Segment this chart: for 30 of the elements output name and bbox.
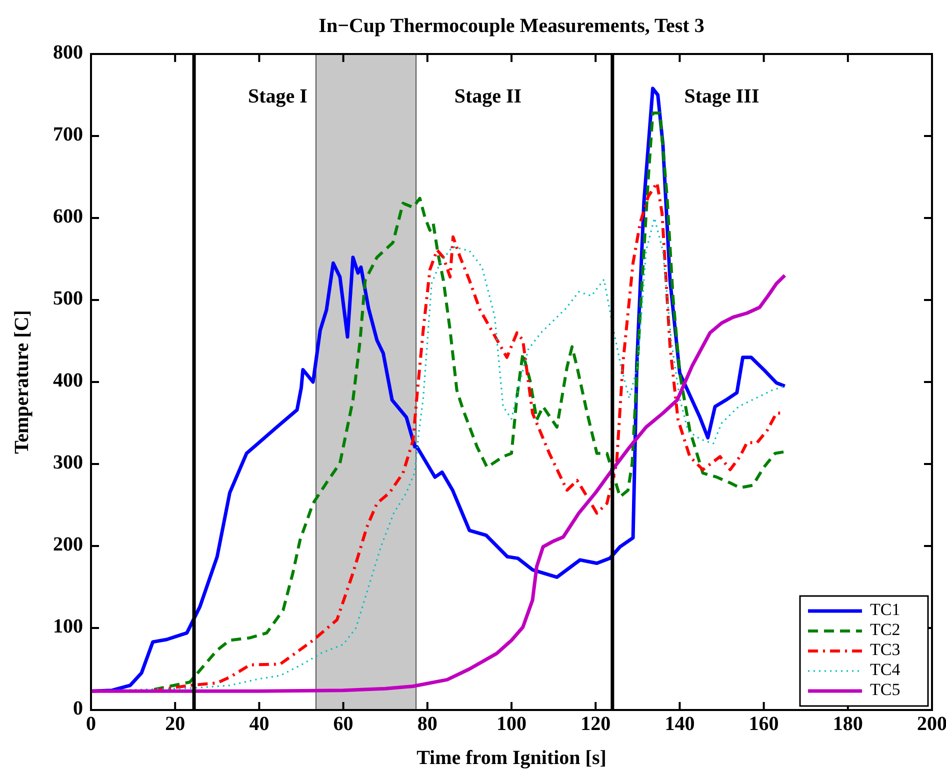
y-tick-label: 300 [53,452,83,474]
annotation: Stage III [684,86,760,108]
x-axis-title: Time from Ignition [s] [416,747,606,769]
legend-label: TC3 [870,640,900,659]
legend-label: TC4 [870,660,901,679]
x-tick-label: 140 [664,713,695,735]
x-tick-label: 80 [417,713,438,735]
x-tick-label: 60 [333,713,354,735]
annotation: Stage I [248,86,308,108]
y-tick-label: 700 [53,124,83,146]
y-tick-label: 800 [53,42,83,64]
legend-label: TC5 [870,680,900,699]
y-tick-label: 500 [53,288,83,310]
y-tick-label: 600 [53,206,83,228]
legend-label: TC2 [870,620,900,639]
x-tick-label: 120 [580,713,611,735]
legend-label: TC1 [870,600,900,619]
y-tick-label: 100 [53,616,83,638]
y-axis-title: Temperature [C] [11,310,33,454]
x-tick-label: 100 [496,713,526,735]
y-tick-label: 400 [53,370,83,392]
x-tick-label: 40 [249,713,270,735]
y-tick-label: 0 [73,698,83,720]
x-tick-label: 160 [748,713,779,735]
annotation: Stage II [454,86,522,108]
x-tick-label: 200 [917,713,946,735]
x-tick-label: 180 [832,713,863,735]
x-tick-label: 20 [165,713,186,735]
chart-title: In−Cup Thermocouple Measurements, Test 3 [318,15,704,37]
y-tick-label: 200 [53,534,83,556]
